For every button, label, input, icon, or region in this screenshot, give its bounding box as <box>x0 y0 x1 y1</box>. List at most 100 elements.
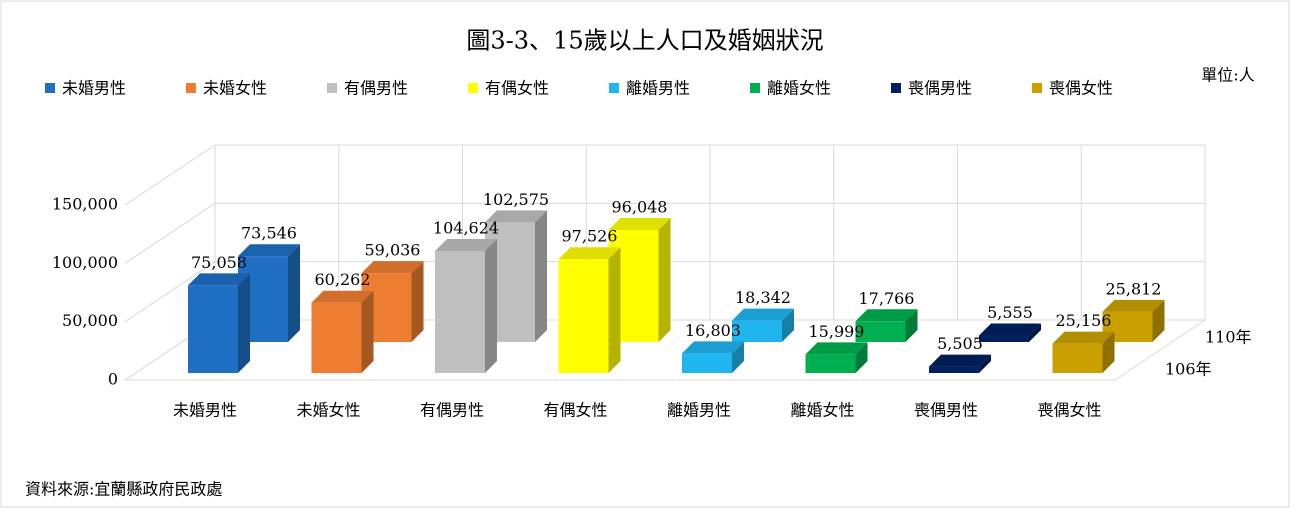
bar-side <box>411 261 424 342</box>
bar-top <box>855 309 918 322</box>
bar-3d <box>188 273 250 373</box>
bar-top <box>732 308 794 321</box>
bar-top <box>361 261 424 274</box>
bar-top <box>558 247 621 260</box>
x-tick-label: 離婚女性 <box>790 401 854 420</box>
bar-side <box>1029 323 1041 342</box>
x-tick-label: 未婚男性 <box>173 401 237 420</box>
bar <box>435 250 485 373</box>
value-label: 96,048 <box>612 197 668 216</box>
bar <box>855 321 906 342</box>
value-label: 60,262 <box>315 270 371 289</box>
legend-swatch <box>891 83 901 93</box>
grid-line <box>124 261 1205 323</box>
bar-top <box>929 354 991 367</box>
bar-top <box>485 210 547 223</box>
bar-top <box>435 238 497 251</box>
legend-swatch <box>327 83 337 93</box>
legend-swatch <box>1032 83 1042 93</box>
bar-side <box>485 238 497 373</box>
bar <box>188 285 238 373</box>
value-label: 16,803 <box>685 321 741 340</box>
bar-top <box>188 273 250 286</box>
bar-side <box>732 341 744 373</box>
bar-side <box>905 309 918 342</box>
legend-label: 喪偶女性 <box>1049 79 1113 98</box>
bar-top <box>805 342 868 355</box>
value-label: 25,156 <box>1056 311 1112 330</box>
bar-top <box>1052 331 1115 344</box>
bar-3d <box>805 342 868 373</box>
grid-line <box>124 144 1205 206</box>
x-tick-label: 喪偶女性 <box>1037 401 1101 420</box>
bar-side <box>288 244 300 342</box>
bar-3d <box>1052 331 1115 373</box>
x-tick-label: 未婚女性 <box>296 401 360 420</box>
bar-side <box>608 247 621 373</box>
x-tick-label: 離婚男性 <box>667 401 731 420</box>
y-tick-label: 50,000 <box>62 311 118 330</box>
legend-label: 離婚女性 <box>767 79 831 98</box>
bar-3d <box>311 290 374 373</box>
bar-side <box>361 290 374 373</box>
grid-line <box>124 202 1205 264</box>
unit-label: 單位:人 <box>1201 66 1254 85</box>
bar-3d <box>558 247 621 373</box>
bar-top <box>979 323 1041 336</box>
bar <box>1052 343 1103 373</box>
bar-side <box>782 308 794 342</box>
bar-side <box>1102 331 1115 373</box>
value-label: 104,624 <box>433 218 499 237</box>
value-label: 102,575 <box>483 190 549 209</box>
x-tick-label: 喪偶男性 <box>914 401 978 420</box>
bar <box>682 353 732 373</box>
value-label: 73,546 <box>241 224 297 243</box>
bar <box>558 259 609 373</box>
bar-top <box>682 341 744 354</box>
bar-side <box>855 342 868 373</box>
bar <box>732 320 782 342</box>
legend-label: 離婚男性 <box>626 79 690 98</box>
bar-3d <box>979 323 1041 342</box>
value-label: 18,342 <box>735 288 791 307</box>
bar-side <box>658 217 671 342</box>
legend-label: 有偶女性 <box>485 79 549 98</box>
legend-swatch <box>609 83 619 93</box>
bar-top <box>238 244 300 257</box>
value-label: 59,036 <box>365 241 421 260</box>
legend-swatch <box>186 83 196 93</box>
legend-label: 喪偶男性 <box>908 79 972 98</box>
bar-3d <box>238 244 300 342</box>
value-label: 17,766 <box>859 289 915 308</box>
bar-side <box>979 354 991 373</box>
value-label: 15,999 <box>809 322 865 341</box>
legend-swatch <box>750 83 760 93</box>
bar-3d <box>732 308 794 342</box>
value-label: 5,505 <box>937 334 983 353</box>
value-label: 75,058 <box>191 253 247 272</box>
value-label: 25,812 <box>1106 279 1162 298</box>
legend-swatch <box>45 83 55 93</box>
bar-3d <box>855 309 918 342</box>
bar-side <box>535 210 547 342</box>
bar <box>929 366 979 373</box>
value-label: 5,555 <box>987 303 1033 322</box>
bar-top <box>1102 299 1165 312</box>
depth-label: 110年 <box>1205 328 1252 347</box>
source-note: 資料來源:宜蘭縣政府民政處 <box>25 480 222 499</box>
bar <box>979 335 1029 342</box>
bar-top <box>608 217 671 230</box>
bar-side <box>238 273 250 373</box>
legend-label: 未婚女性 <box>203 79 267 98</box>
bar <box>805 354 856 373</box>
legend-label: 未婚男性 <box>62 79 126 98</box>
legend-label: 有偶男性 <box>344 79 408 98</box>
legend-swatch <box>468 83 478 93</box>
depth-label: 106年 <box>1165 360 1212 379</box>
y-tick-label: 100,000 <box>52 253 118 272</box>
bar-3d <box>435 238 497 373</box>
bar-3d <box>929 354 991 373</box>
y-tick-label: 0 <box>108 370 118 389</box>
bar-top <box>311 290 374 303</box>
